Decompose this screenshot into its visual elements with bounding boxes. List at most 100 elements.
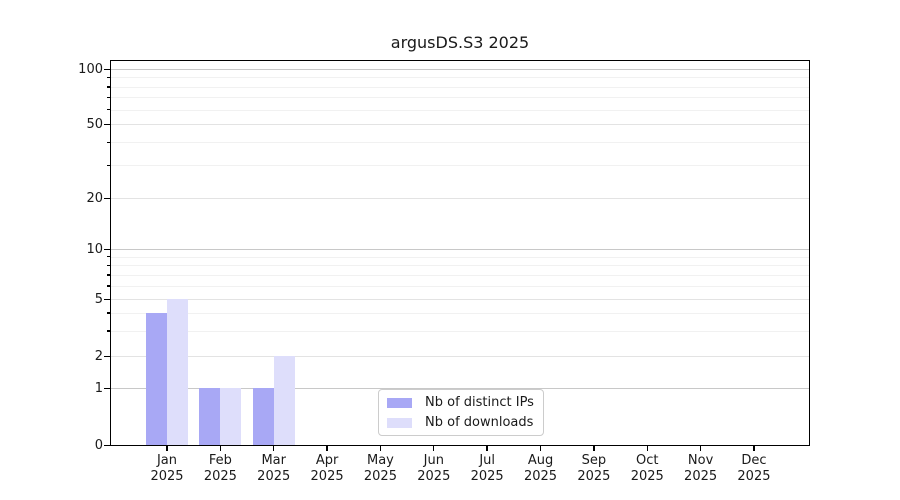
x-tick-label: Oct 2025: [617, 453, 677, 485]
y-tick-label: 50: [86, 116, 103, 132]
major-gridline: [111, 299, 809, 300]
x-tick-mark: [379, 446, 382, 451]
y-tick-mark: [104, 355, 110, 357]
y-minor-tick-mark: [107, 76, 110, 79]
x-tick-year: 2025: [737, 469, 771, 484]
x-tick-label: Nov 2025: [671, 453, 731, 485]
major-gridline: [111, 356, 809, 357]
minor-gridline: [111, 142, 809, 144]
x-tick-label: Apr 2025: [297, 453, 357, 485]
x-tick-month: Mar: [261, 453, 286, 468]
legend-item-downloads: Nb of downloads: [387, 415, 543, 430]
y-tick-label: 100: [78, 61, 103, 77]
minor-gridline: [111, 109, 809, 111]
x-tick-year: 2025: [523, 469, 558, 484]
y-tick-label: 2: [94, 348, 103, 364]
y-tick-label: 1: [94, 380, 103, 396]
x-tick-mark: [539, 446, 542, 451]
y-minor-tick-mark: [107, 164, 110, 167]
x-tick-year: 2025: [150, 469, 184, 484]
major-gridline: [111, 69, 809, 70]
y-minor-tick-mark: [107, 285, 110, 287]
x-tick-month: May: [366, 453, 394, 468]
x-tick-month: Jul: [479, 453, 495, 468]
y-minor-tick-mark: [107, 96, 110, 99]
minor-gridline: [111, 265, 809, 267]
y-tick-label: 5: [94, 291, 103, 307]
x-tick-mark: [646, 446, 648, 451]
y-tick-mark: [104, 298, 110, 300]
x-tick-year: 2025: [203, 469, 237, 484]
x-tick-mark: [273, 446, 275, 451]
x-tick-month: Aug: [527, 453, 554, 468]
x-tick-mark: [486, 446, 488, 451]
minor-gridline: [111, 165, 809, 167]
y-tick-mark: [104, 444, 110, 446]
x-tick-label: Jul 2025: [457, 453, 517, 485]
x-tick-label: Dec 2025: [724, 453, 784, 485]
bar-distinct-ips: [199, 388, 221, 445]
x-tick-year: 2025: [577, 469, 611, 484]
x-tick-mark: [699, 446, 702, 451]
x-tick-year: 2025: [417, 469, 451, 484]
major-gridline: [111, 124, 809, 125]
x-tick-label: Sep 2025: [564, 453, 624, 485]
major-gridline: [111, 249, 809, 250]
bar-downloads: [167, 299, 188, 445]
y-minor-tick-mark: [107, 330, 110, 332]
x-tick-month: Apr: [315, 453, 339, 468]
x-tick-year: 2025: [684, 469, 718, 484]
y-minor-tick-mark: [107, 264, 110, 266]
x-tick-year: 2025: [363, 469, 397, 484]
x-tick-month: Jun: [423, 453, 444, 468]
y-tick-mark: [104, 197, 110, 199]
x-tick-mark: [753, 446, 755, 451]
y-minor-tick-mark: [107, 256, 110, 258]
minor-gridline: [111, 312, 809, 314]
x-tick-month: Oct: [635, 453, 659, 468]
minor-gridline: [111, 285, 809, 287]
y-tick-mark: [104, 123, 110, 125]
x-tick-month: Nov: [687, 453, 714, 468]
x-tick-label: Jun 2025: [404, 453, 464, 485]
minor-gridline: [111, 86, 809, 88]
legend-label-downloads: Nb of downloads: [425, 415, 534, 430]
legend-label-distinct-ips: Nb of distinct IPs: [425, 395, 534, 410]
chart-title: argusDS.S3 2025: [390, 33, 530, 52]
y-minor-tick-mark: [107, 86, 110, 88]
x-tick-mark: [433, 446, 435, 451]
bar-distinct-ips: [146, 312, 167, 445]
y-tick-mark: [104, 387, 110, 389]
x-tick-year: 2025: [470, 469, 504, 484]
x-tick-year: 2025: [257, 469, 291, 484]
x-tick-month: Dec: [741, 453, 767, 468]
y-minor-tick-mark: [107, 312, 110, 314]
bar-downloads: [220, 388, 242, 445]
minor-gridline: [111, 330, 809, 332]
minor-gridline: [111, 274, 809, 276]
minor-gridline: [111, 77, 809, 79]
major-gridline: [111, 198, 809, 199]
legend: Nb of distinct IPs Nb of downloads: [378, 389, 544, 436]
minor-gridline: [111, 256, 809, 258]
x-tick-month: Jan: [156, 453, 178, 468]
x-tick-month: Feb: [208, 453, 232, 468]
x-tick-label: Mar 2025: [244, 453, 304, 485]
y-minor-tick-mark: [107, 109, 110, 111]
x-tick-label: Feb 2025: [190, 453, 250, 485]
y-tick-label: 0: [94, 437, 103, 453]
major-gridline: [111, 388, 809, 389]
y-tick-label: 20: [86, 190, 103, 206]
legend-item-distinct-ips: Nb of distinct IPs: [387, 395, 543, 410]
minor-gridline: [111, 97, 809, 99]
legend-swatch-distinct-ips: [387, 397, 412, 408]
x-tick-label: Aug 2025: [511, 453, 571, 485]
legend-swatch-downloads: [387, 417, 412, 428]
x-tick-year: 2025: [310, 469, 344, 484]
y-minor-tick-mark: [107, 141, 110, 143]
bar-distinct-ips: [252, 388, 274, 445]
y-tick-label: 10: [86, 241, 103, 257]
bar-downloads: [273, 356, 295, 445]
y-tick-mark: [104, 248, 110, 250]
